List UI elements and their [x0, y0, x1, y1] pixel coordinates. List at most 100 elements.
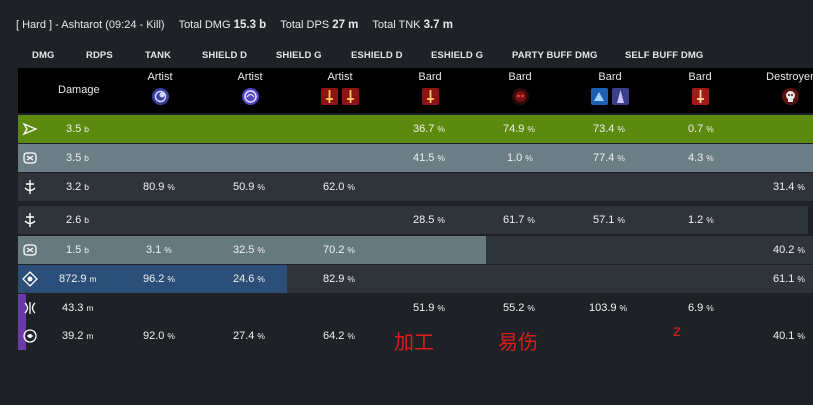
moonfall-icon: [151, 88, 169, 105]
damage-bar: [18, 265, 287, 293]
annotation-text: 加工: [394, 330, 434, 354]
artist-icon: [18, 322, 42, 350]
total-dps: Total DPS 27 m: [280, 19, 359, 31]
col-bard-1: Bard: [390, 71, 470, 105]
damage-bar: [18, 236, 486, 264]
buff-cell: 1.2%: [688, 214, 714, 226]
buff-cell: 70.2%: [323, 244, 355, 256]
col-artist-2: Artist: [210, 71, 290, 105]
column-header: Damage Artist Artist Artist Bard Bard Ba…: [18, 68, 813, 113]
gunslinger-icon: [18, 115, 42, 143]
damage-bar: [18, 115, 813, 143]
buff-cell: 24.6%: [233, 273, 265, 285]
buff-cell: 62.0%: [323, 181, 355, 193]
sorceress-icon: [18, 265, 42, 293]
buff-cell: 57.1%: [593, 214, 625, 226]
table-row[interactable]: 1.5 b 3.1% 32.5% 70.2% 40.2%: [18, 236, 813, 264]
annotation-text: 易伤: [498, 330, 538, 354]
buff-cell: 103.9%: [589, 302, 628, 314]
damage-value: 872.9 m: [59, 273, 97, 285]
table-row[interactable]: 3.2 b 80.9% 50.9% 62.0% 31.4%: [18, 173, 813, 201]
damage-value: 43.3 m: [62, 302, 94, 314]
col-bard-4: Bard: [660, 71, 740, 105]
damage-bar: [18, 322, 26, 350]
skull-icon: [781, 88, 799, 105]
buff-cell: 27.4%: [233, 330, 265, 342]
buff-cell: 31.4%: [773, 181, 805, 193]
buff-cell: 61.1%: [773, 273, 805, 285]
buff-cell: 61.7%: [503, 214, 535, 226]
damage-value: 1.5 b: [66, 244, 90, 256]
table-row[interactable]: 3.5 b 36.7% 74.9% 73.4% 0.7%: [18, 115, 813, 143]
buff-cell: 55.2%: [503, 302, 535, 314]
table-row[interactable]: 43.3 m 51.9% 55.2% 103.9% 6.9%: [18, 294, 813, 322]
paladin-icon: [18, 173, 42, 201]
sunsketch-icon: [241, 88, 259, 105]
col-bard-2: Bard: [480, 71, 560, 105]
annotation-text: z: [673, 322, 681, 340]
buff-cell: 50.9%: [233, 181, 265, 193]
buff-cell: 64.2%: [323, 330, 355, 342]
tab-shield-g[interactable]: SHIELD G: [276, 50, 322, 61]
buff-cell: 96.2%: [143, 273, 175, 285]
total-dmg: Total DMG 15.3 b: [178, 19, 267, 31]
table-row[interactable]: 39.2 m 92.0% 27.4% 64.2% 40.1%: [18, 322, 813, 350]
buff-cell: 36.7%: [413, 123, 445, 135]
wizard-icon: [612, 88, 629, 105]
tab-eshield-d[interactable]: ESHIELD D: [351, 50, 403, 61]
damage-value: 3.5 b: [66, 152, 90, 164]
table-row[interactable]: 872.9 m 96.2% 24.6% 82.9% 61.1%: [18, 265, 813, 293]
buff-cell: 0.7%: [688, 123, 714, 135]
damage-bar: [18, 294, 26, 322]
total-tnk: Total TNK 3.7 m: [372, 19, 453, 31]
damage-value: 2.6 b: [66, 214, 90, 226]
buff-cell: 80.9%: [143, 181, 175, 193]
buff-cell: 41.5%: [413, 152, 445, 164]
col-artist-3: Artist: [300, 71, 380, 105]
damage-bar: [18, 144, 813, 172]
damage-value: 3.2 b: [66, 181, 90, 193]
col-destroyer: Destroyer: [750, 71, 813, 105]
paladin-icon: [18, 206, 42, 234]
sword-buff-icon: [342, 88, 359, 105]
buff-cell: 1.0%: [507, 152, 533, 164]
demon-icon: [511, 88, 529, 105]
tab-party-buff-dmg[interactable]: PARTY BUFF DMG: [512, 50, 598, 61]
encounter-title: [ Hard ] - Ashtarot (09:24 - Kill): [16, 19, 165, 31]
buff-cell: 28.5%: [413, 214, 445, 226]
buff-cell: 40.1%: [773, 330, 805, 342]
buff-cell: 73.4%: [593, 123, 625, 135]
sword-buff-icon: [421, 88, 439, 105]
damage-value: 3.5 b: [66, 123, 90, 135]
col-artist-1: Artist: [120, 71, 200, 105]
tab-self-buff-dmg[interactable]: SELF BUFF DMG: [625, 50, 704, 61]
damage-value: 39.2 m: [62, 330, 94, 342]
buff-cell: 51.9%: [413, 302, 445, 314]
sword-buff-icon: [691, 88, 709, 105]
tab-tank[interactable]: TANK: [145, 50, 172, 61]
buff-cell: 74.9%: [503, 123, 535, 135]
buff-cell: 3.1%: [146, 244, 172, 256]
wizard-icon: [591, 88, 608, 105]
bard-icon: [18, 294, 42, 322]
buff-cell: 82.9%: [323, 273, 355, 285]
buff-cell: 40.2%: [773, 244, 805, 256]
tab-shield-d[interactable]: SHIELD D: [202, 50, 248, 61]
tab-eshield-g[interactable]: ESHIELD G: [431, 50, 484, 61]
table-row[interactable]: 3.5 b 41.5% 1.0% 77.4% 4.3%: [18, 144, 813, 172]
buff-cell: 32.5%: [233, 244, 265, 256]
berserker-icon: [18, 144, 42, 172]
sword-buff-icon: [321, 88, 338, 105]
buff-cell: 77.4%: [593, 152, 625, 164]
tab-bar: DMG RDPS TANK SHIELD D SHIELD G ESHIELD …: [0, 48, 813, 64]
buff-cell: 4.3%: [688, 152, 714, 164]
encounter-header: [ Hard ] - Ashtarot (09:24 - Kill) Total…: [16, 17, 453, 33]
col-bard-3: Bard: [570, 71, 650, 105]
table-row[interactable]: 2.6 b 28.5% 61.7% 57.1% 1.2%: [18, 206, 808, 234]
damage-column-label: Damage: [58, 84, 100, 96]
tab-rdps[interactable]: RDPS: [86, 50, 113, 61]
buff-cell: 92.0%: [143, 330, 175, 342]
buff-cell: 6.9%: [688, 302, 714, 314]
tab-dmg[interactable]: DMG: [32, 50, 55, 61]
berserker-icon: [18, 236, 42, 264]
